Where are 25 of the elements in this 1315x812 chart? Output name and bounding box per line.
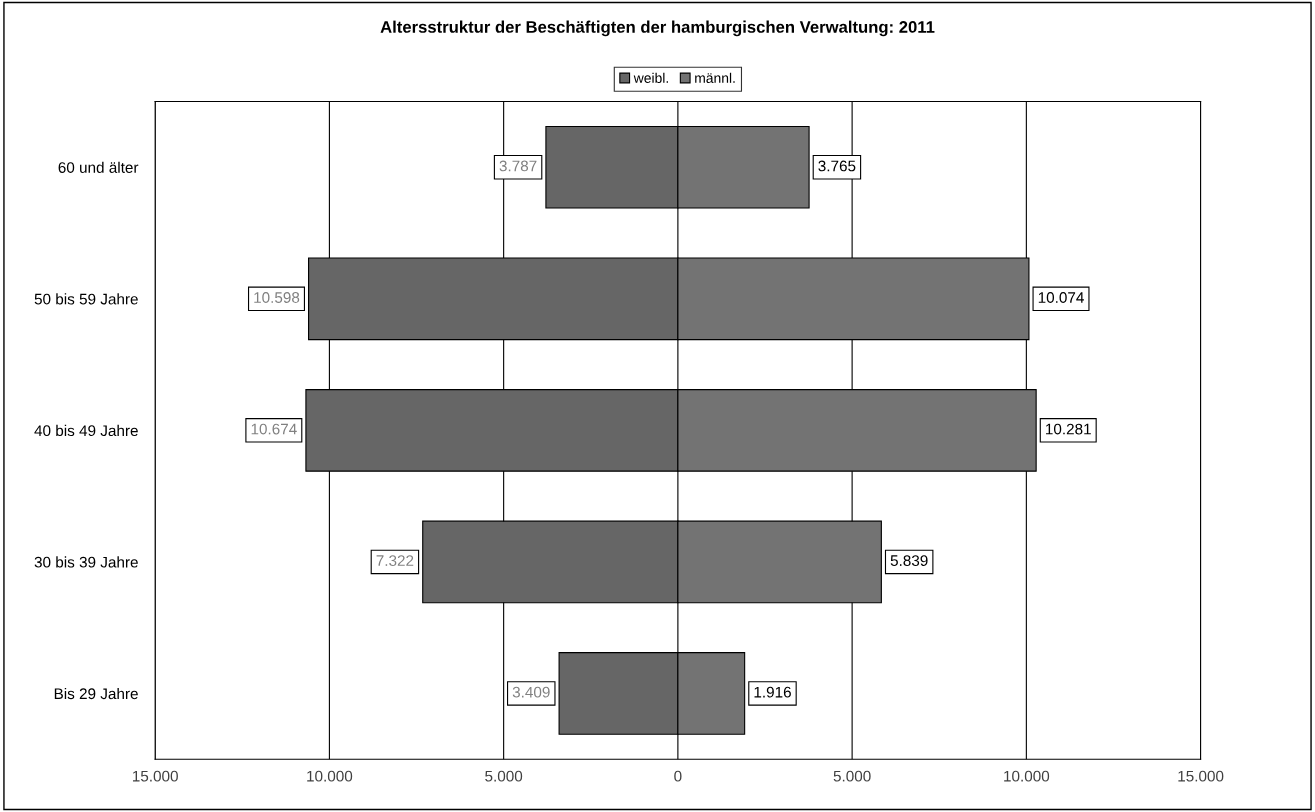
chart-title: Altersstruktur der Beschäftigten der hamburgischen Verwaltung: 2011 bbox=[380, 20, 935, 37]
y-tick-label: 50 bis 59 Jahre bbox=[34, 293, 138, 305]
data-label: 10.281 bbox=[1046, 423, 1091, 435]
y-tick-label: 60 und älter bbox=[58, 161, 139, 173]
data-label: 7.322 bbox=[376, 555, 414, 567]
legend-label: männl. bbox=[695, 72, 735, 83]
x-tick-label: 5.000 bbox=[833, 770, 871, 782]
data-label: 10.598 bbox=[254, 292, 300, 303]
data-label: 3.409 bbox=[512, 686, 550, 698]
data-label: 10.074 bbox=[1038, 292, 1084, 303]
legend-label: weibl. bbox=[633, 72, 668, 83]
x-tick-label: 10.000 bbox=[1004, 770, 1050, 782]
x-tick-label: 0 bbox=[674, 770, 682, 782]
y-tick-label: 30 bis 39 Jahre bbox=[34, 556, 138, 568]
x-tick-label: 10.000 bbox=[307, 770, 353, 782]
x-tick-label: 15.000 bbox=[132, 770, 178, 782]
x-tick-label: 5.000 bbox=[485, 770, 523, 782]
data-label: 3.765 bbox=[818, 160, 856, 172]
data-label: 10.674 bbox=[251, 423, 297, 435]
y-tick-label: Bis 29 Jahre bbox=[54, 687, 138, 700]
data-label: 1.916 bbox=[754, 686, 791, 698]
x-tick-label: 15.000 bbox=[1178, 770, 1224, 782]
data-label: 3.787 bbox=[499, 160, 537, 172]
y-tick-label: 40 bis 49 Jahre bbox=[34, 424, 138, 437]
data-label: 5.839 bbox=[890, 555, 928, 567]
